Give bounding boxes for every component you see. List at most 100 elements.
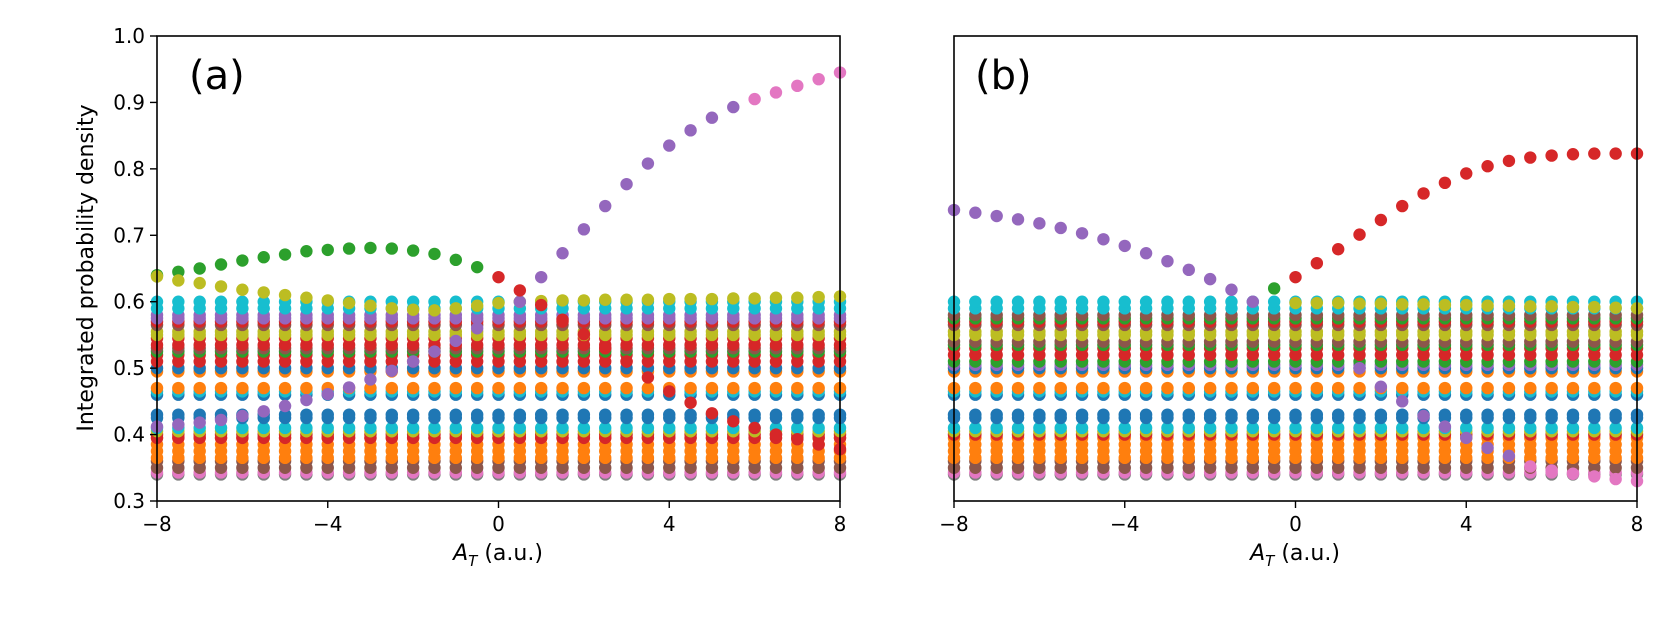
a-red-descent-point-1 [513,284,527,297]
a-band-9-0-point-28 [748,381,761,395]
a-red-descent-point-8 [663,385,676,398]
b-xtick-label-1: −4 [1110,512,1139,536]
a-green-upper-point-10 [364,241,377,255]
a-olive-dip-point-30 [791,291,804,304]
a-olive-dip-point-31 [812,290,825,304]
b-band-7-1-point-21 [1396,408,1409,421]
a-olive-dip-point-22 [620,293,633,306]
b-band-7-1-point-23 [1438,408,1452,421]
b-band-7-1-point-15 [1267,408,1281,421]
b-purple-descent-point-4 [1033,217,1046,230]
b-band-9-0-point-12 [1203,381,1217,395]
b-red-rise-point-4 [1374,213,1388,227]
a-band-6-0-point-31 [812,421,825,435]
a-green-upper-point-8 [321,243,334,257]
a-band-6-0-point-7 [300,421,313,435]
b-band-9-0-point-6 [1075,381,1089,395]
a-purple-curve-point-16 [513,295,527,308]
a-olive-dip-point-19 [556,294,569,307]
a-band-9-0-point-4 [236,381,249,395]
b-band-9-0-point-15 [1267,381,1281,395]
a-ytick-label-7: 1.0 [113,24,145,48]
a-band-7-1-point-7 [300,408,313,421]
a-olive-dip-point-16 [492,296,505,310]
a-band-9-0-point-2 [193,381,206,395]
a-purple-curve-point-25 [705,111,719,124]
b-band-7-1-point-14 [1246,408,1260,421]
a-band-7-1-point-9 [342,408,356,421]
b-band-21-1-point-11 [1182,295,1195,308]
b-olive-top-point-0 [1289,296,1302,310]
panel-b: −8 −4 0 4 8 (b) AT (a.u.) [939,35,1643,570]
b-band-9-0-point-1 [969,381,982,395]
b-band-6-0-point-29 [1566,421,1580,435]
b-pink-low-point-3 [1588,470,1601,483]
a-band-7-1-point-24 [663,408,676,421]
b-band-21-1-point-3 [1011,295,1025,308]
b-band-6-0-point-31 [1609,421,1622,435]
b-band-6-0-point-17 [1310,421,1324,435]
a-purple-curve-point-2 [193,416,206,429]
b-band-9-0-point-3 [1011,381,1025,395]
b-band-7-1-point-1 [969,408,982,421]
b-band-9-0-point-19 [1353,381,1366,395]
b-band-7-1-point-31 [1609,408,1622,421]
a-band-7-1-point-23 [641,408,655,421]
a-band-6-0-point-6 [278,421,292,435]
a-xtick-label-1: −4 [313,512,342,536]
b-band-6-0-point-24 [1460,421,1473,435]
b-purple-descent-point-9 [1139,247,1153,260]
a-olive-dip-point-9 [342,296,356,310]
b-band-6-0-point-13 [1225,421,1238,435]
b-band-7-1-point-6 [1075,408,1089,421]
a-olive-dip-point-29 [769,291,783,304]
b-band-9-0-point-11 [1182,381,1195,395]
a-band-6-0-point-20 [577,421,591,435]
b-xtick-label-3: 4 [1460,512,1473,536]
b-purple-low-point-6 [1481,441,1494,455]
a-purple-curve-point-19 [577,223,591,236]
a-olive-dip-point-11 [385,302,398,315]
b-purple-descent-point-11 [1182,263,1195,277]
a-band-9-0-point-30 [791,381,804,395]
a-band-6-0-point-11 [385,421,398,435]
a-purple-curve-point-7 [300,393,313,407]
a-purple-curve-point-24 [684,124,697,137]
b-olive-top-point-1 [1310,296,1324,310]
b-band-21-1-point-4 [1033,295,1046,308]
a-band-7-1-point-17 [513,408,527,421]
panel-a-xlabel: AT (a.u.) [451,541,543,570]
a-band-9-0-point-12 [406,381,420,395]
b-purple-low-point-5 [1460,431,1473,445]
b-band-6-0-point-16 [1289,421,1302,435]
b-purple-descent-point-5 [1054,221,1067,235]
b-red-rise-point-13 [1566,148,1580,161]
b-band-21-1-point-5 [1054,295,1067,308]
a-band-6-0-point-22 [620,421,633,435]
a-band-6-0-point-24 [663,421,676,435]
a-xtick-label-4: 8 [834,512,847,536]
b-purple-low-point-0 [1353,361,1366,375]
a-olive-dip-point-24 [663,292,676,306]
a-band-7-1-point-15 [470,408,484,421]
a-olive-dip-point-12 [406,303,420,316]
b-purple-descent-point-12 [1203,272,1217,286]
a-olive-dip-point-8 [321,294,334,307]
a-pink-tail-point-2 [791,79,804,93]
b-band-21-1-point-6 [1075,295,1089,308]
b-band-9-0-point-24 [1460,381,1473,395]
a-band-7-1-point-28 [748,408,761,421]
a-band-6-0-point-15 [470,421,484,435]
a-red-descent-point-3 [556,313,569,326]
b-pink-low-point-4 [1609,472,1622,486]
b-band-6-0-point-20 [1374,421,1388,435]
a-band-9-0-point-14 [449,381,463,395]
a-red-descent-point-2 [534,298,548,312]
b-red-rise-point-5 [1396,199,1409,213]
panel-b-xlabel: AT (a.u.) [1248,541,1340,570]
a-band-7-1-point-14 [449,408,463,421]
b-olive-top-point-3 [1353,297,1366,310]
b-band-9-0-point-22 [1417,381,1430,395]
b-band-6-0-point-30 [1588,421,1601,435]
a-red-descent-point-5 [599,342,612,355]
